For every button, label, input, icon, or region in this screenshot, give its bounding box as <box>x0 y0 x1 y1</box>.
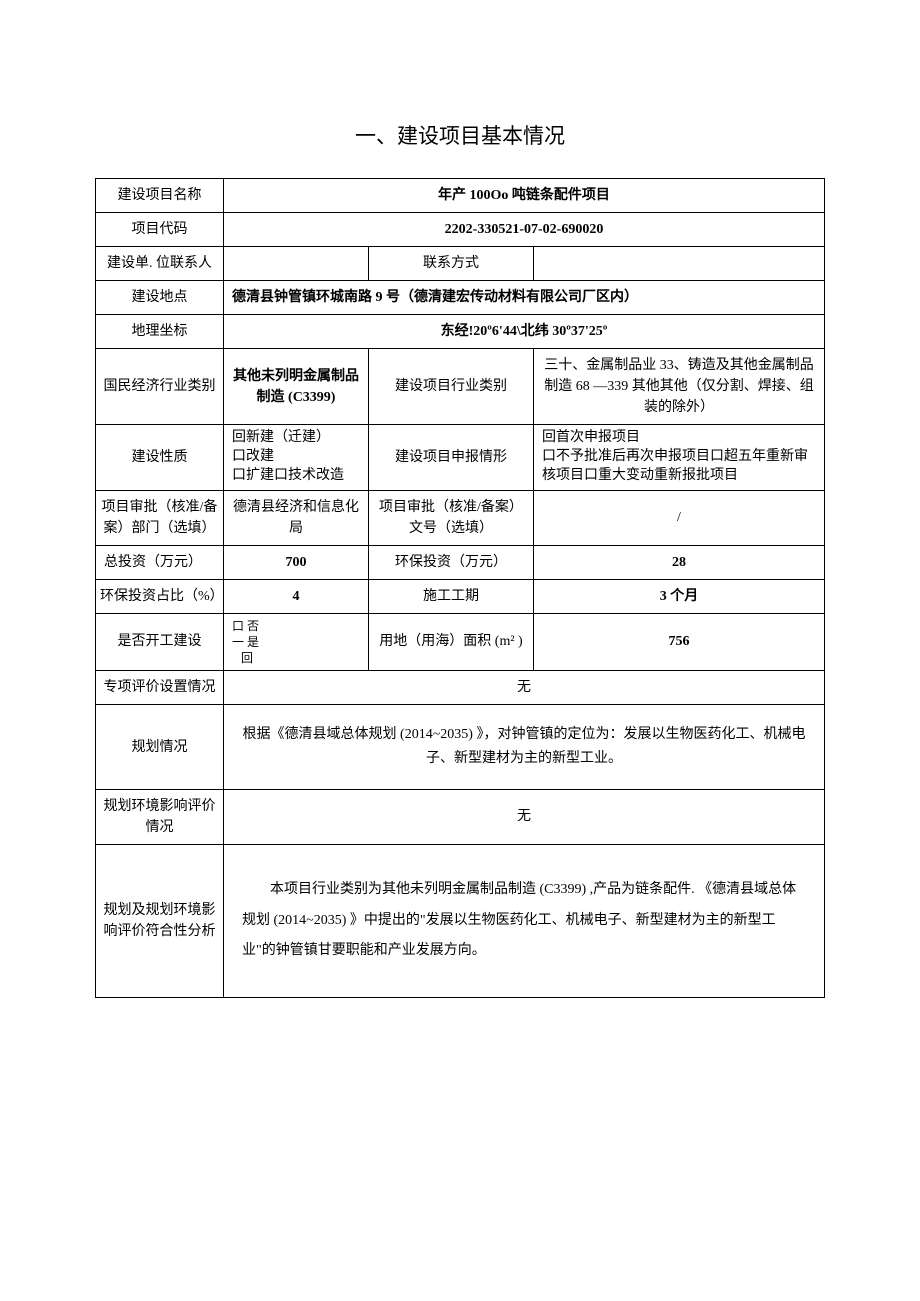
value-nature: 回新建（迁建） 口改建 口扩建口技术改造 <box>224 425 369 491</box>
label-env-ratio: 环保投资占比（%） <box>96 579 224 613</box>
value-plan-env: 无 <box>224 789 825 844</box>
value-started: 口 否 一 是 回 <box>224 613 369 671</box>
label-plan: 规划情况 <box>96 705 224 790</box>
label-industry: 国民经济行业类别 <box>96 349 224 425</box>
value-location: 德清县钟管镇环城南路 9 号（德清建宏传动材料有限公司厂区内） <box>224 281 825 315</box>
label-started: 是否开工建设 <box>96 613 224 671</box>
label-location: 建设地点 <box>96 281 224 315</box>
label-approval-dept: 项目审批（核准/备案）部门（选填） <box>96 490 224 545</box>
value-env-inv: 28 <box>534 545 825 579</box>
value-declare: 回首次申报项目 口不予批准后再次申报项目口超五年重新审核项目口重大变动重新报批项… <box>534 425 825 491</box>
label-contact-mode: 联系方式 <box>369 247 534 281</box>
label-unit-contact: 建设单. 位联系人 <box>96 247 224 281</box>
value-approval-no: / <box>534 490 825 545</box>
label-plan-env: 规划环境影响评价情况 <box>96 789 224 844</box>
label-nature: 建设性质 <box>96 425 224 491</box>
value-unit-contact <box>224 247 369 281</box>
value-contact-mode <box>534 247 825 281</box>
label-total-inv: 总投资（万元） <box>96 545 224 579</box>
label-land: 用地（用海）面积 (m² ) <box>369 613 534 671</box>
label-approval-no: 项目审批（核准/备案）文号（选填） <box>369 490 534 545</box>
label-env-inv: 环保投资（万元） <box>369 545 534 579</box>
label-declare: 建设项目申报情形 <box>369 425 534 491</box>
value-plan: 根据《德清县域总体规划 (2014~2035) 》，对钟管镇的定位为：发展以生物… <box>224 705 825 790</box>
value-coord: 东经!20º6'44\北纬 30º37'25º <box>224 315 825 349</box>
value-project-name: 年产 100Oo 吨链条配件项目 <box>224 179 825 213</box>
section-title: 一、建设项目基本情况 <box>95 120 825 150</box>
project-info-table: 建设项目名称 年产 100Oo 吨链条配件项目 项目代码 2202-330521… <box>95 178 825 998</box>
value-period: 3 个月 <box>534 579 825 613</box>
label-project-name: 建设项目名称 <box>96 179 224 213</box>
label-special: 专项评价设置情况 <box>96 671 224 705</box>
value-env-ratio: 4 <box>224 579 369 613</box>
value-project-code: 2202-330521-07-02-690020 <box>224 213 825 247</box>
value-proj-industry: 三十、金属制品业 33、铸造及其他金属制品制造 68 —339 其他其他（仅分割… <box>534 349 825 425</box>
label-project-code: 项目代码 <box>96 213 224 247</box>
value-industry: 其他未列明金属制品制造 (C3399) <box>224 349 369 425</box>
label-proj-industry: 建设项目行业类别 <box>369 349 534 425</box>
value-approval-dept: 德清县经济和信息化局 <box>224 490 369 545</box>
value-total-inv: 700 <box>224 545 369 579</box>
label-period: 施工工期 <box>369 579 534 613</box>
label-coord: 地理坐标 <box>96 315 224 349</box>
value-analysis: 本项目行业类别为其他未列明金属制品制造 (C3399) ,产品为链条配件. 《德… <box>224 844 825 997</box>
value-special: 无 <box>224 671 825 705</box>
value-land: 756 <box>534 613 825 671</box>
label-analysis: 规划及规划环境影响评价符合性分析 <box>96 844 224 997</box>
